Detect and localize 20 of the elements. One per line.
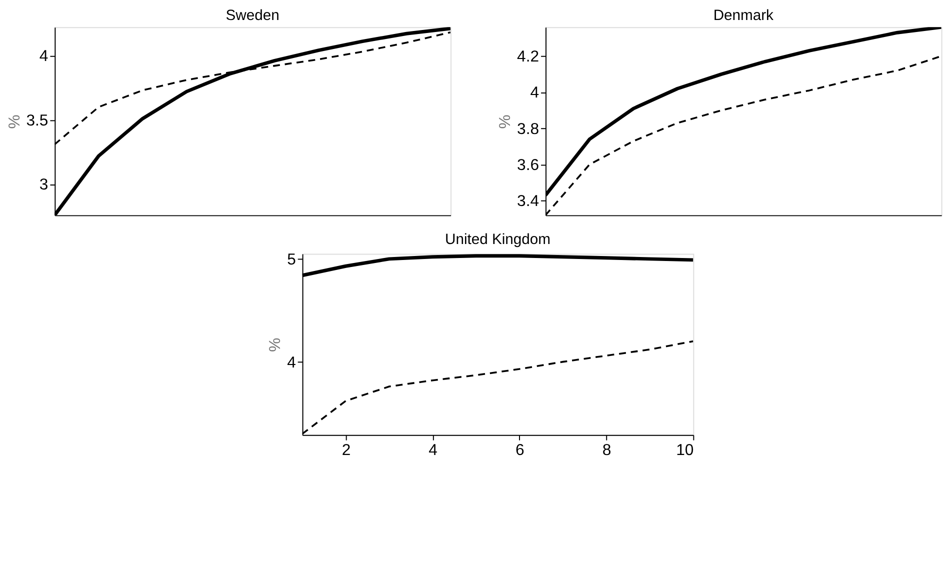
y-tick-label: 4	[530, 84, 540, 102]
y-tick-label: 3	[39, 176, 48, 194]
y-tick-label: 3.5	[26, 112, 48, 130]
y-tick-label: 3.6	[517, 157, 540, 174]
y-axis-title: %	[497, 114, 514, 129]
x-tick-label: 8	[602, 442, 612, 460]
y-tick-label: 5	[287, 251, 296, 268]
y-tick-label: 3.4	[517, 193, 540, 210]
x-tick-label: 10	[676, 442, 694, 460]
chart-title: United Kingdom	[444, 232, 550, 248]
y-axis-title: %	[267, 338, 284, 352]
x-tick-label: 6	[516, 442, 525, 460]
chart-title: Sweden	[226, 8, 280, 24]
y-tick-label: 4	[39, 48, 48, 65]
y-tick-label: 3.8	[517, 120, 540, 138]
chart-title: Denmark	[713, 8, 774, 24]
x-tick-label: 2	[342, 442, 351, 460]
y-axis-title: %	[6, 114, 24, 129]
y-tick-label: 4.2	[517, 48, 540, 66]
x-tick-label: 4	[428, 442, 438, 460]
